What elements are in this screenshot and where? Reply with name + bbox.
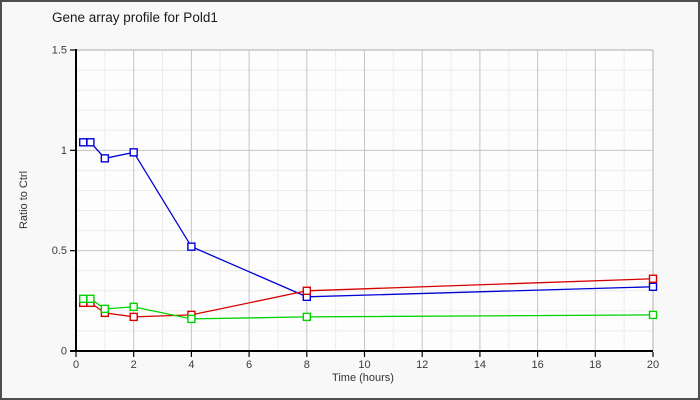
x-tick-label: 0 <box>73 359 79 371</box>
y-tick-label: 0 <box>61 346 67 358</box>
x-tick-label: 10 <box>358 359 370 371</box>
x-tick-label: 12 <box>416 359 428 371</box>
x-tick-label: 4 <box>188 359 194 371</box>
series-red-marker <box>129 312 138 322</box>
x-tick-label: 2 <box>131 359 137 371</box>
series-red-marker <box>648 274 658 283</box>
chart-title: Gene array profile for Pold1 <box>52 10 218 25</box>
series-blue-marker <box>187 242 196 251</box>
series-green-marker <box>302 312 311 322</box>
series-green-marker <box>187 314 196 324</box>
x-tick-label: 6 <box>246 359 252 371</box>
series-blue-marker <box>129 148 138 157</box>
x-tick-label: 16 <box>531 359 543 371</box>
series-green-marker <box>79 294 88 304</box>
x-tick-label: 14 <box>474 359 486 371</box>
series-blue-marker <box>648 282 658 291</box>
x-axis-title: Time (hours) <box>332 372 394 384</box>
y-tick-label: 1 <box>61 145 67 157</box>
series-green-marker <box>129 302 138 312</box>
series-green-marker <box>100 304 110 314</box>
x-tick-label: 20 <box>647 359 659 371</box>
x-tick-label: 18 <box>589 359 601 371</box>
y-tick-label: 0.5 <box>52 245 67 257</box>
series-green-marker <box>648 310 658 320</box>
series-blue-marker <box>79 138 88 147</box>
series-green-marker <box>86 294 95 304</box>
series-red-marker <box>302 286 311 295</box>
series-blue-marker <box>100 154 110 163</box>
series-blue-marker <box>86 138 95 147</box>
x-tick-label: 8 <box>304 359 310 371</box>
y-tick-label: 1.5 <box>52 45 67 57</box>
